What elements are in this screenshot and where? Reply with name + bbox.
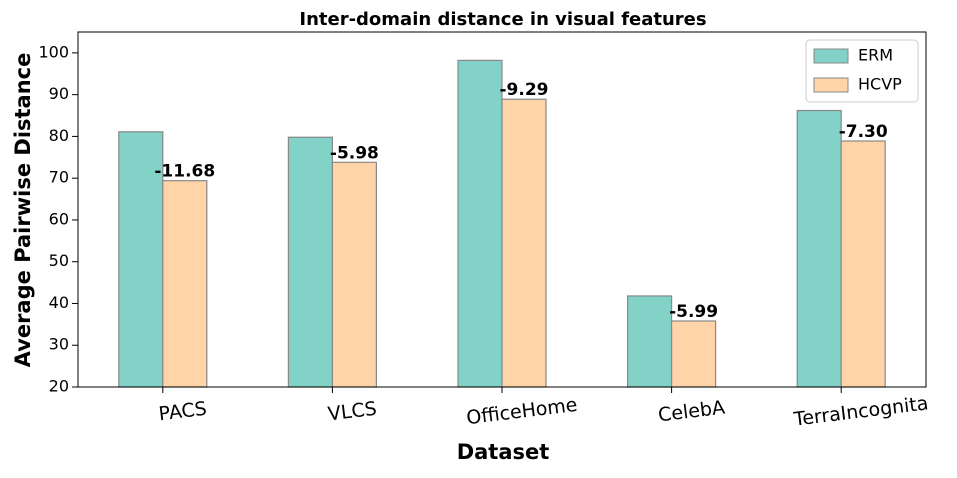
y-axis-label: Average Pairwise Distance [11, 53, 35, 368]
bar [670, 320, 717, 388]
x-tick-label: PACS [157, 398, 208, 426]
y-tick-label: 20 [49, 377, 69, 396]
x-tick-label: VLCS [327, 398, 378, 426]
bar [501, 98, 547, 388]
legend-swatch [813, 48, 849, 64]
bar [840, 140, 886, 388]
y-tick-label: 40 [49, 293, 69, 312]
y-tick-label: 30 [49, 335, 69, 354]
y-tick-label: 50 [49, 251, 69, 270]
bar [162, 180, 208, 388]
annotation: -5.98 [330, 143, 379, 163]
plot-frame [77, 31, 927, 388]
y-tick-label: 90 [49, 84, 69, 103]
legend-swatch [813, 77, 849, 93]
x-axis-label: Dataset [457, 440, 550, 464]
x-tick-label: CelebA [657, 397, 726, 427]
bar [287, 136, 333, 388]
bar [796, 109, 842, 388]
annotation: -11.68 [154, 162, 215, 182]
annotation: -7.30 [839, 122, 888, 142]
x-tick-label: TerraIncognita [792, 392, 930, 430]
y-tick-label: 70 [49, 168, 69, 187]
bar [457, 59, 503, 388]
chart-title: Inter-domain distance in visual features [299, 9, 706, 30]
y-tick-label: 100 [38, 42, 69, 61]
bar [331, 161, 377, 388]
legend-label: HCVP [858, 75, 902, 94]
y-tick-label: 80 [49, 126, 69, 145]
annotation: -9.29 [500, 80, 549, 100]
legend-label: ERM [858, 46, 893, 65]
bar [626, 295, 673, 388]
annotation: -5.99 [669, 302, 718, 322]
x-tick-label: OfficeHome [465, 394, 578, 429]
y-tick-label: 60 [49, 209, 69, 228]
